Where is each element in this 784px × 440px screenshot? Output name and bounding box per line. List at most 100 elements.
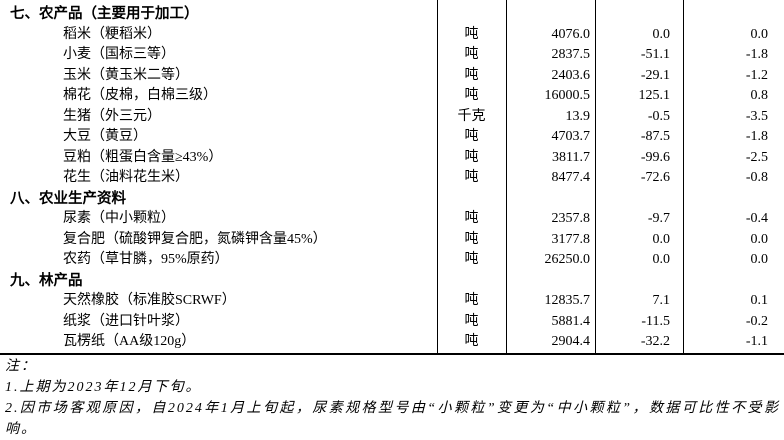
- notes-section: 注： 1.上期为2023年12月下旬。 2.因市场客观原因，自2024年1月上旬…: [0, 355, 784, 440]
- commodity-row: 豆粕（粗蛋白含量≥43%） 吨 3811.7 -99.6 -2.5: [0, 148, 784, 169]
- pct-change-cell: 0.1: [750, 293, 769, 308]
- unit-cell: 吨: [464, 313, 479, 329]
- price-cell: 26250.0: [544, 252, 591, 267]
- product-name-cell: 复合肥（硫酸钾复合肥，氮磷钾含量45%）: [63, 231, 327, 247]
- product-name-cell: 豆粕（粗蛋白含量≥43%）: [63, 149, 223, 165]
- unit-cell: 吨: [464, 252, 479, 267]
- commodity-row: 玉米（黄玉米二等） 吨 2403.6 -29.1 -1.2: [0, 66, 784, 87]
- pct-change-cell: -3.5: [745, 108, 768, 124]
- price-cell: 3177.8: [551, 231, 591, 247]
- commodity-row: 纸浆（进口针叶浆） 吨 5881.4 -11.5 -0.2: [0, 312, 784, 333]
- unit-cell: 吨: [464, 26, 479, 42]
- price-cell: 16000.5: [544, 88, 591, 103]
- product-name-cell: 玉米（黄玉米二等）: [63, 67, 189, 83]
- product-name-cell: 稻米（粳稻米）: [63, 26, 161, 42]
- pct-change-cell: -1.1: [745, 334, 768, 349]
- unit-cell: [437, 4, 506, 25]
- unit-cell: 吨: [464, 170, 479, 185]
- change-cell: [595, 189, 683, 210]
- unit-cell: 吨: [464, 88, 479, 103]
- pct-change-cell: -0.4: [745, 211, 768, 226]
- change-cell: -99.6: [640, 149, 670, 165]
- change-cell: 0.0: [652, 231, 671, 247]
- pct-change-cell: 0.0: [750, 26, 769, 42]
- commodity-row: 花生（油料花生米） 吨 8477.4 -72.6 -0.8: [0, 168, 784, 189]
- unit-cell: 吨: [464, 47, 479, 62]
- price-cell: [506, 271, 595, 292]
- unit-cell: 吨: [464, 67, 479, 83]
- pct-change-cell: [683, 271, 784, 292]
- price-cell: 2403.6: [551, 67, 591, 83]
- column-divider: [506, 0, 507, 353]
- pct-change-cell: -0.8: [745, 170, 768, 185]
- price-cell: 12835.7: [544, 293, 591, 308]
- unit-cell: 吨: [464, 129, 479, 144]
- pct-change-cell: [683, 4, 784, 25]
- change-cell: 125.1: [638, 88, 671, 103]
- product-name-cell: 七、农产品（主要用于加工）: [10, 6, 199, 22]
- price-cell: 2357.8: [551, 211, 591, 226]
- commodity-row: 大豆（黄豆） 吨 4703.7 -87.5 -1.8: [0, 127, 784, 148]
- commodity-row: 生猪（外三元） 千克 13.9 -0.5 -3.5: [0, 107, 784, 128]
- pct-change-cell: -1.8: [745, 129, 768, 144]
- product-name-cell: 瓦楞纸（AA级120g）: [63, 334, 196, 349]
- unit-cell: 千克: [457, 108, 486, 124]
- commodity-row: 农药（草甘膦，95%原药） 吨 26250.0 0.0 0.0: [0, 250, 784, 271]
- change-cell: 7.1: [652, 293, 671, 308]
- change-cell: 0.0: [652, 26, 671, 42]
- product-name-cell: 大豆（黄豆）: [63, 129, 147, 144]
- product-name-cell: 花生（油料花生米）: [63, 170, 189, 185]
- commodity-row: 天然橡胶（标准胶SCRWF） 吨 12835.7 7.1 0.1: [0, 291, 784, 312]
- pct-change-cell: 0.0: [750, 231, 769, 247]
- commodity-row: 复合肥（硫酸钾复合肥，氮磷钾含量45%） 吨 3177.8 0.0 0.0: [0, 230, 784, 251]
- price-cell: [506, 189, 595, 210]
- change-cell: -9.7: [647, 211, 670, 226]
- pct-change-cell: [683, 189, 784, 210]
- product-name-cell: 八、农业生产资料: [10, 190, 126, 207]
- commodity-table-body: 七、农产品（主要用于加工） 稻米（粳稻米） 吨 4076.0 0.0 0.0 小麦（国标三等…: [0, 4, 784, 353]
- unit-cell: 吨: [464, 211, 479, 226]
- price-cell: 8477.4: [551, 170, 591, 185]
- price-cell: 13.9: [565, 108, 591, 124]
- commodity-row: 尿素（中小颗粒） 吨 2357.8 -9.7 -0.4: [0, 209, 784, 230]
- commodity-row: 棉花（皮棉，白棉三级） 吨 16000.5 125.1 0.8: [0, 86, 784, 107]
- product-name-cell: 天然橡胶（标准胶SCRWF）: [63, 293, 236, 308]
- change-cell: [595, 4, 683, 25]
- pct-change-cell: -1.8: [745, 47, 768, 62]
- change-cell: -11.5: [641, 313, 670, 329]
- price-cell: 5881.4: [551, 313, 591, 329]
- change-cell: -29.1: [640, 67, 670, 83]
- product-name-cell: 农药（草甘膦，95%原药）: [63, 252, 229, 267]
- column-divider: [437, 0, 438, 353]
- price-cell: 4703.7: [551, 129, 591, 144]
- unit-cell: 吨: [464, 231, 479, 247]
- note-title: 注：: [5, 358, 37, 374]
- pct-change-cell: -1.2: [745, 67, 768, 83]
- product-name-cell: 棉花（皮棉，白棉三级）: [63, 88, 217, 103]
- section-header-row: 七、农产品（主要用于加工）: [0, 4, 784, 25]
- unit-cell: [437, 189, 506, 210]
- change-cell: -32.2: [640, 334, 670, 349]
- product-name-cell: 小麦（国标三等）: [63, 47, 175, 62]
- section-header-row: 八、农业生产资料: [0, 189, 784, 210]
- pct-change-cell: -0.2: [745, 313, 768, 329]
- product-name-cell: 纸浆（进口针叶浆）: [63, 313, 189, 329]
- section-header-row: 九、林产品: [0, 271, 784, 292]
- pct-change-cell: -2.5: [745, 149, 768, 165]
- note-item: 1.上期为2023年12月下旬。: [5, 379, 202, 395]
- price-cell: 2837.5: [551, 47, 591, 62]
- unit-cell: 吨: [464, 293, 479, 308]
- unit-cell: 吨: [464, 149, 479, 165]
- commodity-row: 瓦楞纸（AA级120g） 吨 2904.4 -32.2 -1.1: [0, 332, 784, 353]
- pct-change-cell: 0.0: [750, 252, 769, 267]
- change-cell: -51.1: [640, 47, 670, 62]
- commodity-price-table: 七、农产品（主要用于加工） 稻米（粳稻米） 吨 4076.0 0.0 0.0 小麦（国标三等…: [0, 0, 784, 355]
- change-cell: -87.5: [640, 129, 670, 144]
- column-divider: [683, 0, 684, 353]
- pct-change-cell: 0.8: [750, 88, 769, 103]
- product-name-cell: 九、林产品: [10, 272, 83, 289]
- price-cell: [506, 4, 595, 25]
- unit-cell: [437, 271, 506, 292]
- price-cell: 3811.7: [552, 149, 590, 165]
- change-cell: 0.0: [652, 252, 671, 267]
